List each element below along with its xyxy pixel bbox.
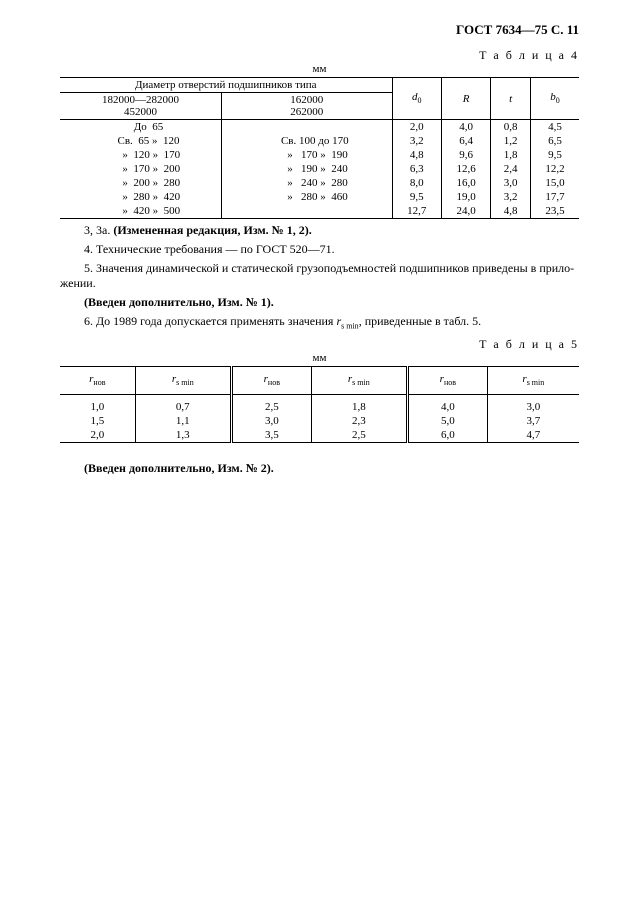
table-cell: 2,3 <box>311 414 407 428</box>
table-cell: 17,7 <box>530 190 579 204</box>
table4-unit: мм <box>60 63 579 75</box>
page-header: ГОСТ 7634—75 С. 11 <box>60 22 579 38</box>
table-cell: 3,0 <box>487 394 579 414</box>
table-cell: » 280 » 420 <box>60 190 222 204</box>
table5-caption: Т а б л и ц а 5 <box>60 337 579 352</box>
table5: rновrs minrновrs minrновrs min 1,00,72,5… <box>60 366 579 442</box>
table-cell <box>222 204 393 219</box>
table-row: 1,51,13,02,35,03,7 <box>60 414 579 428</box>
t4-hdr-d0: d0 <box>392 78 441 120</box>
table-cell: 9,6 <box>441 148 490 162</box>
table-cell: 12,7 <box>392 204 441 219</box>
table-cell: 3,2 <box>392 134 441 148</box>
table-header-cell: rs min <box>487 367 579 394</box>
table-cell: 3,0 <box>231 414 311 428</box>
table-cell: 12,6 <box>441 162 490 176</box>
table-cell: 3,5 <box>231 428 311 443</box>
t4-hdr-t: t <box>491 78 531 120</box>
table-cell: » 170 » 190 <box>222 148 393 162</box>
table-cell: » 170 » 200 <box>60 162 222 176</box>
t4-sub-c1: 182000—282000 452000 <box>60 93 222 120</box>
t4-group-header: Диаметр отверстий подшипников типа <box>60 78 392 93</box>
table-cell: 15,0 <box>530 176 579 190</box>
table-cell: 2,5 <box>231 394 311 414</box>
table-cell: 1,8 <box>491 148 531 162</box>
table-row: » 200 » 280 » 240 » 2808,016,03,015,0 <box>60 176 579 190</box>
table-cell: 3,7 <box>487 414 579 428</box>
table-cell: 6,4 <box>441 134 490 148</box>
table-cell: 1,5 <box>60 414 135 428</box>
table-row: » 170 » 200 » 190 » 2406,312,62,412,2 <box>60 162 579 176</box>
table-row: До 65 2,04,00,84,5 <box>60 120 579 135</box>
table-header-cell: rнов <box>60 367 135 394</box>
table-cell: 6,0 <box>407 428 487 443</box>
table-cell: 24,0 <box>441 204 490 219</box>
table-cell: Св. 100 до 170 <box>222 134 393 148</box>
table-row: Св. 65 » 120Св. 100 до 1703,26,41,26,5 <box>60 134 579 148</box>
table-header-cell: rs min <box>135 367 231 394</box>
table-row: » 420 » 500 12,724,04,823,5 <box>60 204 579 219</box>
table-cell: 2,0 <box>392 120 441 135</box>
table-cell: » 420 » 500 <box>60 204 222 219</box>
table-cell: 1,1 <box>135 414 231 428</box>
table-cell: 0,8 <box>491 120 531 135</box>
table-cell: 1,0 <box>60 394 135 414</box>
table-cell: 4,8 <box>392 148 441 162</box>
table-cell: 5,0 <box>407 414 487 428</box>
t4-hdr-R: R <box>441 78 490 120</box>
table-cell: 12,2 <box>530 162 579 176</box>
table-cell: » 190 » 240 <box>222 162 393 176</box>
table-cell: 4,0 <box>441 120 490 135</box>
para-3b: жении. <box>60 276 579 291</box>
table-cell: » 240 » 280 <box>222 176 393 190</box>
table-cell: 0,7 <box>135 394 231 414</box>
table-cell: 1,3 <box>135 428 231 443</box>
table-cell: 4,0 <box>407 394 487 414</box>
table-cell: 9,5 <box>530 148 579 162</box>
table-row: 1,00,72,51,84,03,0 <box>60 394 579 414</box>
table-cell: 3,2 <box>491 190 531 204</box>
table-cell: 6,5 <box>530 134 579 148</box>
table-cell: 6,3 <box>392 162 441 176</box>
table-cell: 2,4 <box>491 162 531 176</box>
table-row: 2,01,33,52,56,04,7 <box>60 428 579 443</box>
table-cell: Св. 65 » 120 <box>60 134 222 148</box>
table-cell: » 200 » 280 <box>60 176 222 190</box>
table-cell <box>222 120 393 135</box>
t4-sub-c2: 162000 262000 <box>222 93 393 120</box>
table-cell: 3,0 <box>491 176 531 190</box>
table-cell: 8,0 <box>392 176 441 190</box>
para-3a: 5. Значения динамической и статической г… <box>60 261 579 276</box>
footer-para: (Введен дополнительно, Изм. № 2). <box>60 461 579 476</box>
table-cell: » 280 » 460 <box>222 190 393 204</box>
table-cell: 2,0 <box>60 428 135 443</box>
table-cell: 16,0 <box>441 176 490 190</box>
table-row: » 280 » 420 » 280 » 4609,519,03,217,7 <box>60 190 579 204</box>
table-cell: » 120 » 170 <box>60 148 222 162</box>
para-4: (Введен дополнительно, Изм. № 1). <box>60 295 579 310</box>
table4-caption: Т а б л и ц а 4 <box>60 48 579 63</box>
table4: Диаметр отверстий подшипников типа d0 R … <box>60 77 579 219</box>
para-1: 3, 3а. (Измененная редакция, Изм. № 1, 2… <box>60 223 579 238</box>
table-header-cell: rs min <box>311 367 407 394</box>
table-cell: 1,2 <box>491 134 531 148</box>
para-2: 4. Технические требования — по ГОСТ 520—… <box>60 242 579 257</box>
table-cell: 19,0 <box>441 190 490 204</box>
page: ГОСТ 7634—75 С. 11 Т а б л и ц а 4 мм Ди… <box>0 0 617 901</box>
table-cell: 1,8 <box>311 394 407 414</box>
table-header-cell: rнов <box>231 367 311 394</box>
table-header-cell: rнов <box>407 367 487 394</box>
table-cell: 4,8 <box>491 204 531 219</box>
table-cell: До 65 <box>60 120 222 135</box>
table-cell: 2,5 <box>311 428 407 443</box>
table-cell: 4,7 <box>487 428 579 443</box>
table-row: » 120 » 170 » 170 » 1904,89,61,89,5 <box>60 148 579 162</box>
table-cell: 4,5 <box>530 120 579 135</box>
para-5: 6. До 1989 года допускается применять зн… <box>60 314 579 331</box>
table-cell: 23,5 <box>530 204 579 219</box>
table-cell: 9,5 <box>392 190 441 204</box>
t4-hdr-b0: b0 <box>530 78 579 120</box>
table5-unit: мм <box>60 352 579 364</box>
